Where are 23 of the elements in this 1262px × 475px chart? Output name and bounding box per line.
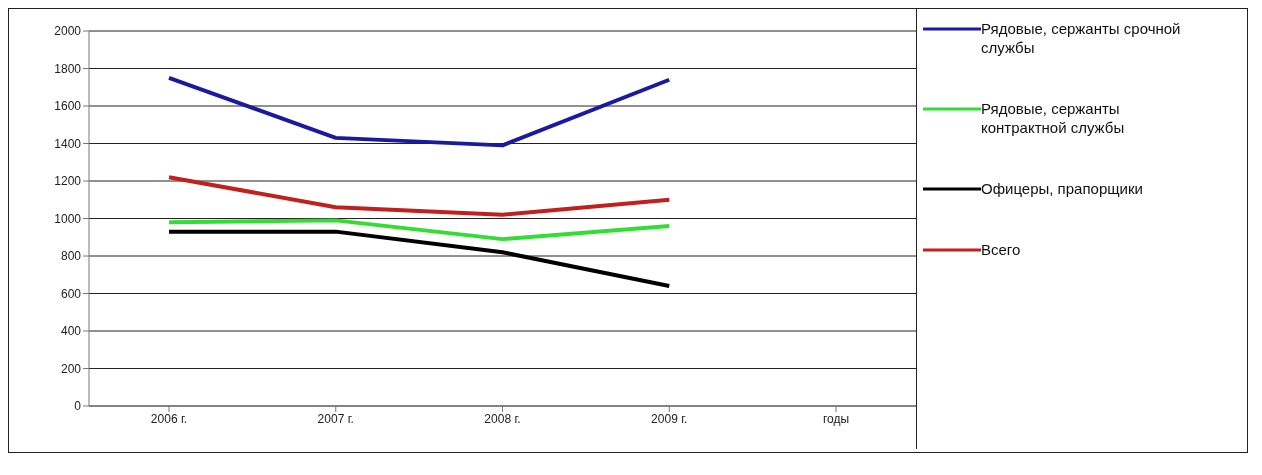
- y-tick-label: 1800: [54, 61, 82, 76]
- y-tick-label: 600: [60, 286, 82, 301]
- line-series: [167, 218, 672, 242]
- y-tick-label: 1000: [54, 211, 82, 226]
- y-tick-label: 800: [60, 249, 82, 264]
- y-tick-label: 0: [74, 399, 82, 414]
- legend-label: Рядовые, сержанты срочной службы: [981, 19, 1181, 57]
- x-tick-label: 2008 г.: [484, 411, 521, 426]
- legend-label: Рядовые, сержанты контрактной службы: [981, 99, 1126, 137]
- line-series: [167, 75, 672, 148]
- y-tick-label: 1200: [54, 174, 82, 189]
- y-tick-label: 400: [60, 324, 82, 339]
- x-tick-label: годы: [822, 411, 850, 426]
- line-series: [167, 175, 672, 217]
- legend-label: Всего: [981, 240, 1022, 259]
- y-tick-label: 1600: [54, 99, 82, 114]
- y-tick-label: 200: [60, 361, 82, 376]
- y-tick-label: 1400: [54, 136, 82, 151]
- x-tick-label: 2007 г.: [317, 411, 354, 426]
- x-tick-label: 2009 г.: [651, 411, 688, 426]
- y-tick-label: 2000: [54, 24, 82, 39]
- x-tick-label: 2006 г.: [150, 411, 188, 426]
- legend-label: Офицеры, прапорщики: [981, 179, 1144, 198]
